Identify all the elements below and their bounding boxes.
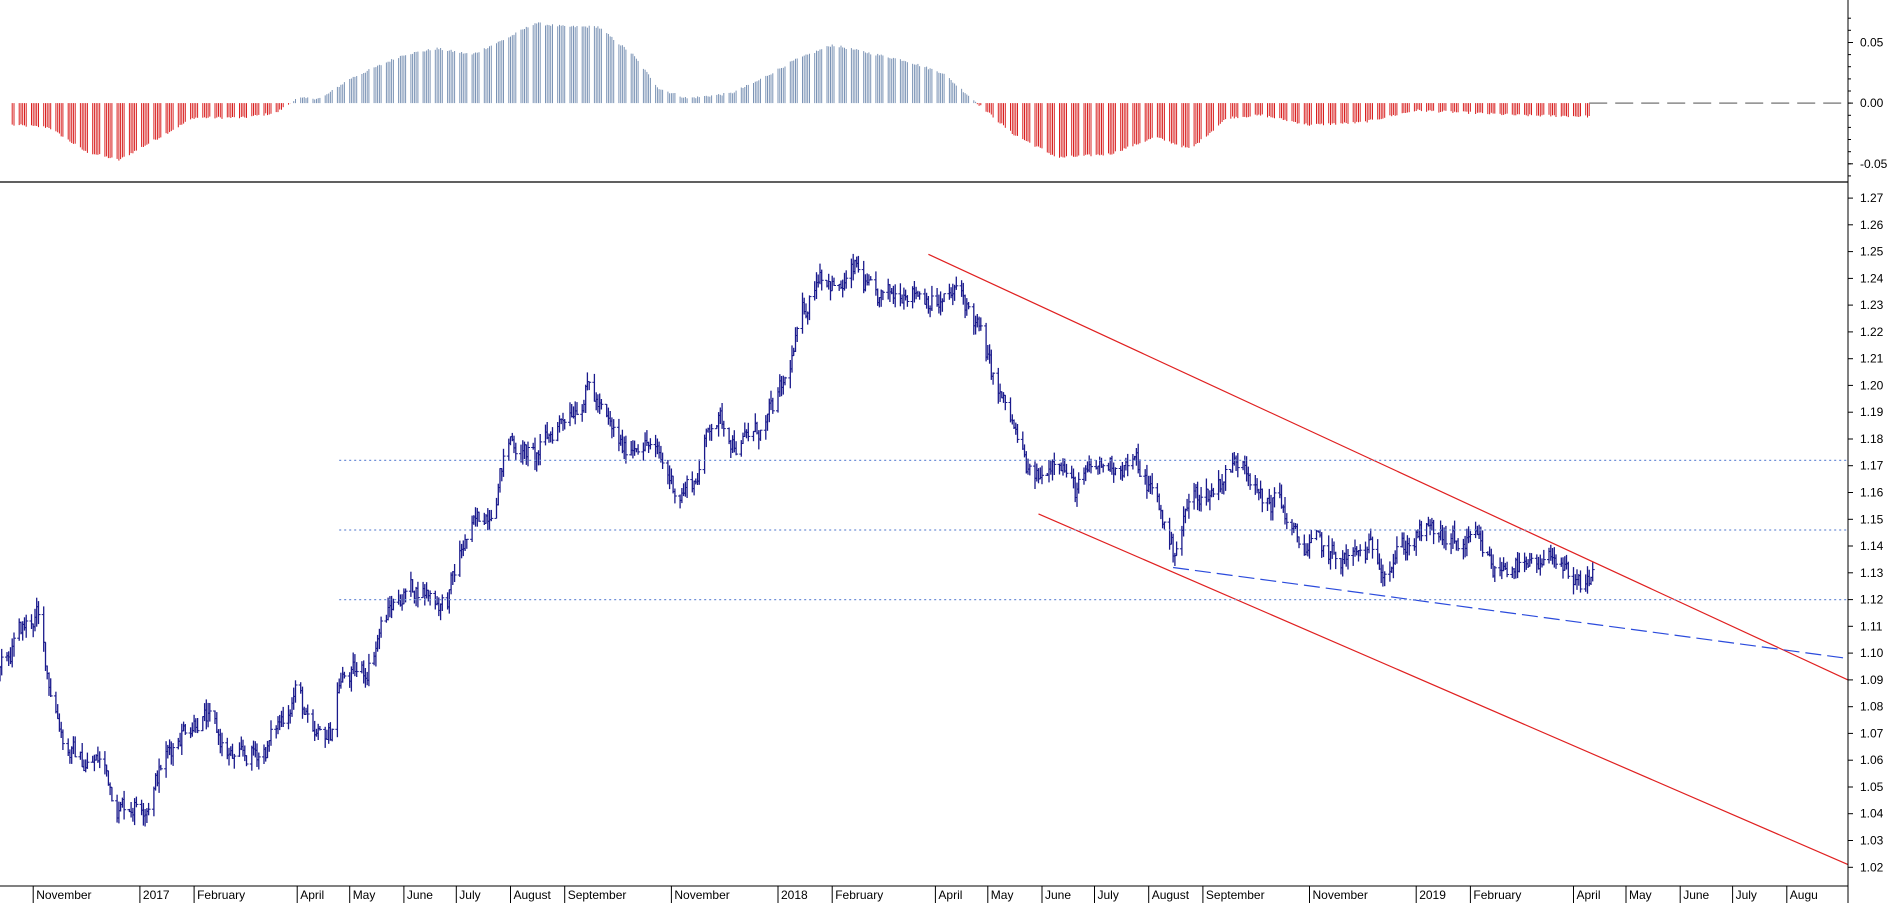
price-y-tick-label: 1.04: [1860, 807, 1884, 821]
price-y-tick-label: 1.16: [1860, 486, 1884, 500]
price-y-tick-label: 1.21: [1860, 352, 1884, 366]
price-y-tick-label: 1.11: [1860, 619, 1883, 633]
x-tick-label: June: [1045, 888, 1071, 902]
x-tick-label: February: [197, 888, 245, 902]
price-y-tick-label: 1.12: [1860, 593, 1884, 607]
oscillator-panel: [11, 22, 1848, 161]
price-panel: [0, 253, 1849, 866]
x-tick-label: April: [938, 888, 962, 902]
oscillator-y-tick-label: 0.05: [1860, 36, 1884, 50]
price-y-tick-label: 1.25: [1860, 245, 1884, 259]
x-tick-label: July: [1736, 888, 1757, 902]
x-tick-label: May: [1629, 888, 1652, 902]
x-tick-label: August: [514, 888, 552, 902]
x-tick-label: November: [1313, 888, 1368, 902]
support-trendline: [1173, 566, 1849, 660]
price-y-tick-label: 1.20: [1860, 378, 1884, 392]
x-tick-label: November: [36, 888, 91, 902]
x-tick-label: May: [353, 888, 376, 902]
x-tick-label: February: [1473, 888, 1521, 902]
price-y-tick-label: 1.06: [1860, 753, 1884, 767]
channel-trendline: [1038, 513, 1849, 866]
price-y-tick-label: 1.15: [1860, 512, 1884, 526]
oscillator-y-tick-label: -0.05: [1860, 157, 1888, 171]
price-y-tick-label: 1.05: [1860, 780, 1884, 794]
x-tick-label: February: [835, 888, 883, 902]
x-tick-label: June: [407, 888, 433, 902]
x-tick-label: Augu: [1790, 888, 1818, 902]
x-tick-label: 2019: [1419, 888, 1446, 902]
x-tick-label: April: [300, 888, 324, 902]
x-tick-label: July: [459, 888, 480, 902]
x-tick-label: August: [1152, 888, 1190, 902]
price-y-tick-label: 1.07: [1860, 726, 1884, 740]
x-tick-label: July: [1098, 888, 1119, 902]
price-y-tick-label: 1.08: [1860, 700, 1884, 714]
price-y-tick-label: 1.24: [1860, 271, 1884, 285]
price-y-tick-label: 1.13: [1860, 566, 1884, 580]
x-tick-label: 2018: [781, 888, 808, 902]
x-tick-label: April: [1577, 888, 1601, 902]
x-tick-label: September: [568, 888, 627, 902]
price-y-tick-label: 1.17: [1860, 459, 1884, 473]
oscillator-y-tick-label: 0.00: [1860, 96, 1884, 110]
channel-trendline: [928, 253, 1849, 681]
x-tick-label: November: [674, 888, 729, 902]
price-y-tick-label: 1.02: [1860, 860, 1884, 874]
x-tick-label: May: [991, 888, 1014, 902]
x-tick-label: September: [1206, 888, 1265, 902]
x-tick-label: June: [1683, 888, 1709, 902]
price-y-tick-label: 1.26: [1860, 218, 1884, 232]
price-y-tick-label: 1.03: [1860, 834, 1884, 848]
price-y-tick-label: 1.22: [1860, 325, 1884, 339]
price-y-tick-label: 1.19: [1860, 405, 1884, 419]
price-y-tick-label: 1.14: [1860, 539, 1884, 553]
price-y-tick-label: 1.27: [1860, 191, 1884, 205]
price-y-tick-label: 1.10: [1860, 646, 1884, 660]
x-tick-label: 2017: [143, 888, 170, 902]
price-y-tick-label: 1.18: [1860, 432, 1884, 446]
price-y-tick-label: 1.09: [1860, 673, 1884, 687]
price-y-tick-label: 1.23: [1860, 298, 1884, 312]
